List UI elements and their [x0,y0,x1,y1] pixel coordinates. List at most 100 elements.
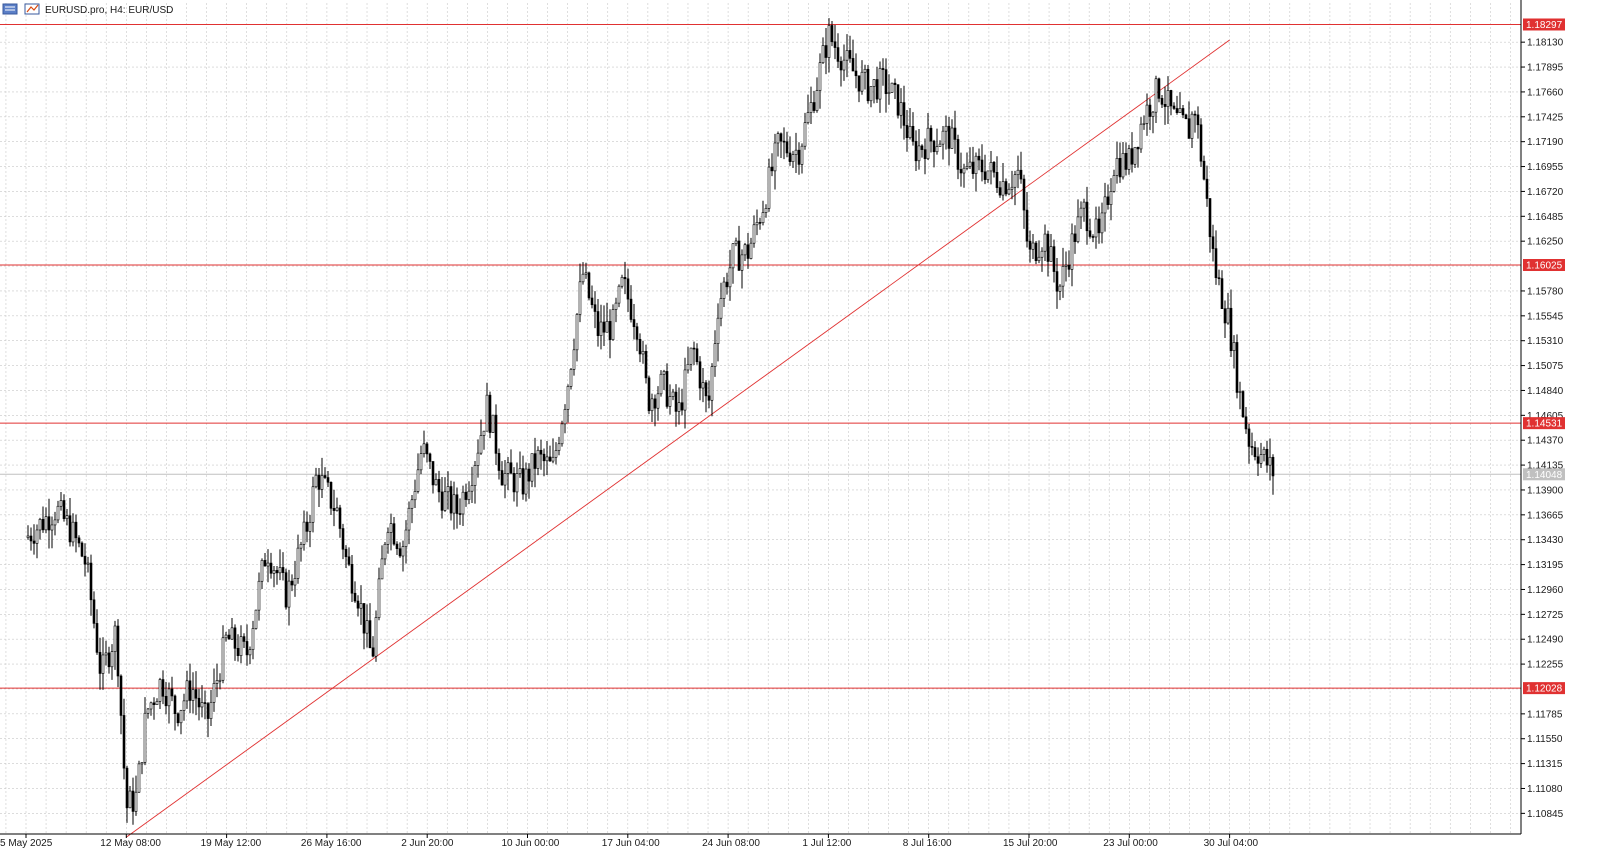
candle-body [1190,113,1194,139]
candle-body [128,790,132,809]
candle-body [329,482,333,509]
candle-body [728,267,732,288]
candle-body [146,708,150,714]
x-tick-label: 19 May 12:00 [201,838,262,849]
candle-body [1100,212,1104,234]
candle-body [719,298,723,319]
y-tick-label: 1.11785 [1527,709,1563,720]
candle-body [500,470,504,486]
candle-body [1067,264,1071,270]
candle-body [674,391,678,412]
candle-body [1235,342,1239,393]
candle-body [533,453,537,469]
candle-body [320,475,324,490]
candle-body [401,546,405,557]
x-tick-label: 2 Jun 20:00 [401,838,454,849]
candle-body [959,169,963,174]
candle-body [1109,191,1113,205]
chart-window-icon[interactable] [2,3,18,15]
y-tick-label: 1.16720 [1527,187,1564,198]
candle-body [1253,447,1257,457]
candle-body [641,351,645,355]
candle-body [506,462,510,474]
trendline[interactable] [126,39,1230,838]
candle-body [692,347,696,350]
candle-body [155,701,159,705]
candle-body [536,449,540,469]
candle-body [71,521,75,543]
candle-body [923,149,927,160]
candle-body [581,273,585,283]
y-tick-label: 1.15780 [1527,286,1564,297]
candle-body [515,473,519,493]
candle-body [1169,90,1173,107]
symbol-icon[interactable] [24,3,40,15]
candle-body [449,486,453,514]
candle-body [98,652,102,674]
candle-body [356,600,360,609]
candle-body [281,567,285,573]
candle-body [818,62,822,91]
y-tick-label: 1.16955 [1527,162,1564,173]
candle-body [638,339,642,355]
y-tick-label: 1.13195 [1527,560,1564,571]
candle-body [1214,248,1218,279]
candle-body [1091,236,1095,238]
candle-body [413,491,417,501]
x-tick-label: 12 May 08:00 [100,838,161,849]
candle-body [554,450,558,458]
candle-body [248,649,252,656]
candle-body [812,102,816,111]
candle-body [206,703,210,719]
candle-body [599,321,603,336]
candle-body [227,634,231,640]
candle-body [815,90,819,111]
candle-body [665,371,669,407]
candle-body [527,468,531,482]
y-tick-label: 1.17895 [1527,63,1564,74]
candle-body [191,689,195,701]
candle-body [680,402,684,411]
candle-body [410,499,414,509]
candle-body [95,623,99,653]
candle-body [1160,98,1164,105]
candle-body [497,453,501,471]
candle-body [455,494,459,514]
candle-body [566,386,570,410]
candle-body [119,675,123,716]
candle-body [1217,277,1221,280]
candle-body [1244,416,1248,430]
candle-body [224,634,228,639]
candle-body [470,485,474,492]
candle-body [311,486,315,523]
candle-body [890,82,894,93]
candle-body [182,700,186,711]
candle-body [131,790,135,812]
horizontal-levels[interactable] [0,23,1521,689]
candle-body [929,127,933,142]
candle-body [1028,240,1032,250]
candle-body [464,491,468,500]
candle-body [509,462,513,474]
candle-body [110,651,114,668]
candle-body [1094,218,1098,238]
level-price-label-bg [1523,682,1565,695]
candle-body [776,133,780,144]
y-tick-label: 1.11550 [1527,734,1563,745]
candle-body [1163,104,1167,107]
trendline-group[interactable] [126,39,1230,838]
candle-body [389,523,393,533]
candle-body [1154,78,1158,113]
candle-body [1016,169,1020,176]
candle-body [215,680,219,684]
candle-body [266,562,270,567]
candle-body [404,529,408,547]
candle-body [986,170,990,180]
candle-body [113,625,117,652]
candle-body [431,461,435,486]
candle-body [263,560,267,567]
candle-body [44,516,48,531]
candle-body [629,298,633,320]
